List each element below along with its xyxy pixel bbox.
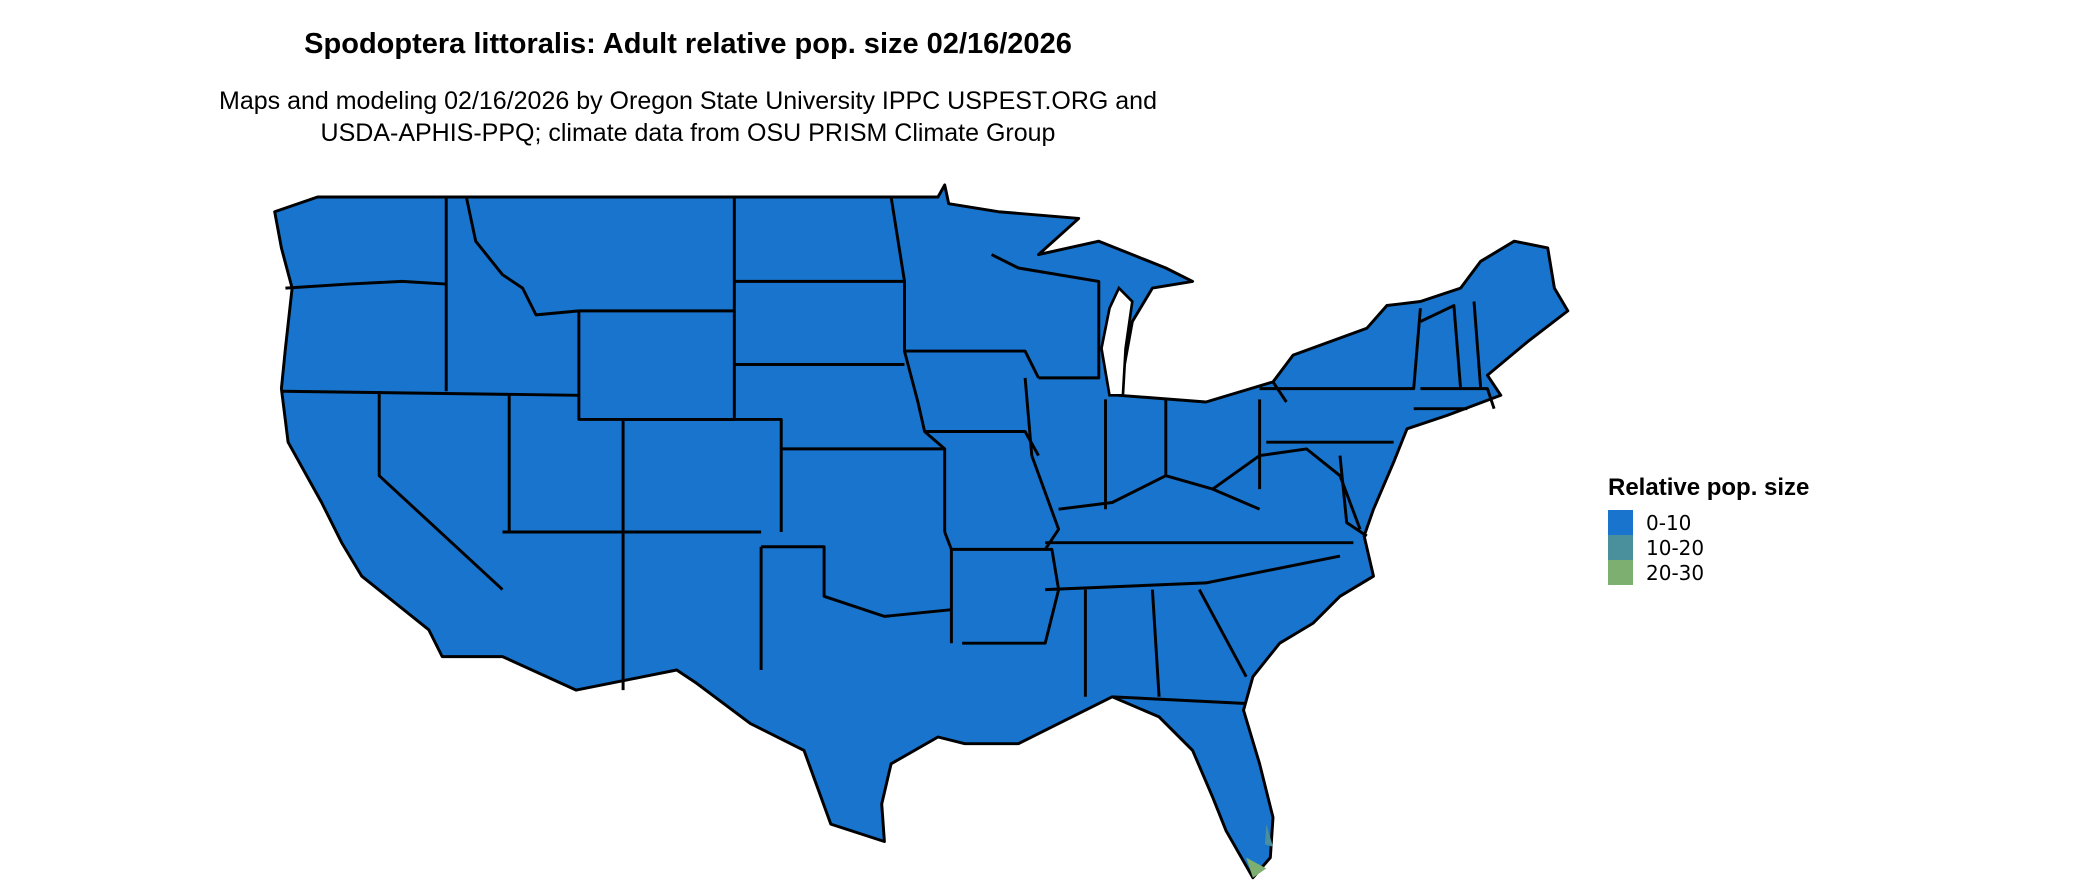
coastal-class-patches (1246, 824, 1273, 878)
legend-swatch (1608, 510, 1633, 535)
legend-item-10-20: 10-20 (1608, 535, 1809, 560)
lake-michigan (1100, 285, 1134, 397)
legend-item-20-30: 20-30 (1608, 560, 1809, 585)
legend-label: 0-10 (1646, 510, 1692, 535)
legend-swatch (1608, 560, 1633, 585)
legend-label: 10-20 (1646, 535, 1705, 560)
map-subtitle: Maps and modeling 02/16/2026 by Oregon S… (0, 85, 1376, 149)
subtitle-line-2: USDA-APHIS-PPQ; climate data from OSU PR… (320, 119, 1056, 147)
state-borders (282, 196, 1496, 705)
legend: Relative pop. size 0-10 10-20 20-30 (1608, 474, 1809, 585)
legend-swatch (1608, 535, 1633, 560)
us-outline (273, 183, 1570, 880)
legend-label: 20-30 (1646, 560, 1705, 585)
subtitle-line-1: Maps and modeling 02/16/2026 by Oregon S… (219, 87, 1157, 115)
legend-item-0-10: 0-10 (1608, 510, 1809, 535)
map-title: Spodoptera littoralis: Adult relative po… (304, 28, 1072, 60)
legend-title: Relative pop. size (1608, 474, 1810, 501)
